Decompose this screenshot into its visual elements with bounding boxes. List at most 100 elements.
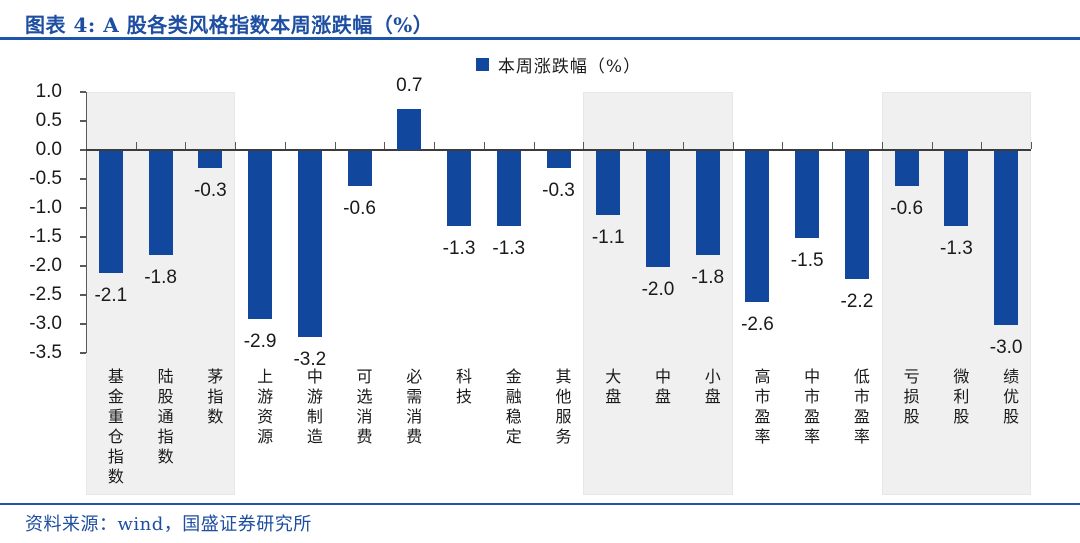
- bar: [546, 151, 571, 169]
- category-axis-tick: [931, 142, 933, 149]
- bar: [148, 151, 173, 256]
- bar-value-label: -1.1: [591, 226, 625, 248]
- category-label: 中盘: [651, 368, 671, 408]
- category-label: 可选消费: [353, 368, 373, 448]
- zero-axis-line: [86, 149, 1031, 151]
- bar-value-label: -2.6: [741, 313, 774, 335]
- bar: [98, 151, 123, 273]
- bar-value-label: -1.8: [144, 267, 177, 289]
- bar-value-label: -1.3: [442, 238, 476, 260]
- y-axis-tick: [80, 207, 86, 209]
- bar: [198, 151, 223, 169]
- bar: [297, 151, 322, 337]
- y-axis-tick-label: -2.0: [29, 255, 62, 276]
- category-label: 金融稳定: [502, 368, 522, 448]
- category-axis-tick: [832, 142, 834, 149]
- category-label: 中市盈率: [801, 368, 821, 448]
- category-label: 科技: [453, 368, 473, 408]
- category-axis-tick: [682, 142, 684, 149]
- category-axis-tick: [782, 142, 784, 149]
- y-axis-tick-label: 1.0: [35, 81, 62, 102]
- bottom-divider: [0, 503, 1080, 505]
- bar: [645, 151, 670, 267]
- y-axis-tick: [80, 323, 86, 325]
- bar-value-label: -0.6: [890, 197, 924, 219]
- bar: [397, 109, 422, 150]
- y-axis-tick-label: -2.5: [29, 284, 62, 305]
- category-axis-tick: [483, 142, 485, 149]
- category-axis-tick: [732, 142, 734, 149]
- y-axis-tick: [80, 352, 86, 354]
- bar: [795, 151, 820, 238]
- category-axis-tick: [235, 142, 237, 149]
- category-axis-tick: [583, 142, 585, 149]
- bar-value-label: 0.7: [396, 75, 423, 97]
- bar-value-label: -1.5: [790, 250, 824, 271]
- bar-value-label: -2.2: [840, 290, 874, 312]
- source-note: 资料来源：wind，国盛证券研究所: [25, 514, 312, 535]
- y-axis-tick: [80, 91, 86, 93]
- category-label: 上游资源: [254, 368, 274, 448]
- y-axis-tick-label: -1.5: [29, 226, 62, 247]
- category-axis-tick: [334, 142, 336, 149]
- category-label: 大盘: [602, 368, 622, 408]
- y-axis-tick: [80, 149, 86, 151]
- bar-value-label: -0.3: [542, 180, 575, 202]
- category-label: 绩优股: [1000, 368, 1020, 428]
- y-axis-tick-label: -0.5: [29, 168, 62, 189]
- category-axis-tick: [533, 142, 535, 149]
- category-label: 陆股通指数: [154, 368, 174, 468]
- top-divider: [0, 37, 1080, 40]
- bar: [248, 151, 273, 320]
- y-axis-tick-label: -3.5: [29, 342, 62, 363]
- bar-value-label: -2.1: [94, 284, 128, 306]
- category-axis-tick: [86, 142, 87, 149]
- legend-label: 本周涨跌幅（%）: [497, 57, 642, 77]
- category-axis-tick: [384, 142, 386, 149]
- category-label: 茅指数: [204, 368, 224, 428]
- category-label: 基金重仓指数: [104, 368, 124, 488]
- bar: [994, 151, 1019, 325]
- category-label: 中游制造: [303, 368, 323, 448]
- y-axis-tick-label: -1.0: [29, 197, 62, 218]
- bar: [745, 151, 770, 302]
- category-label: 必需消费: [403, 368, 423, 448]
- category-label: 其他服务: [552, 368, 572, 448]
- y-axis-tick: [80, 236, 86, 238]
- category-axis-tick: [633, 142, 635, 149]
- category-axis-tick: [135, 142, 137, 149]
- category-label: 高市盈率: [751, 368, 771, 448]
- category-axis-tick: [1031, 142, 1032, 149]
- bar-value-label: -0.3: [193, 180, 227, 202]
- bar: [347, 151, 372, 186]
- bar: [894, 151, 919, 186]
- y-axis-tick: [80, 178, 86, 180]
- category-label: 亏损股: [900, 368, 920, 428]
- bar-value-label: -1.8: [691, 267, 725, 289]
- bar: [844, 151, 869, 279]
- y-axis-tick-label: 0.0: [35, 139, 62, 160]
- bar-value-label: -2.9: [243, 331, 277, 353]
- category-axis-tick: [881, 142, 883, 149]
- bar: [496, 151, 521, 227]
- bar: [695, 151, 720, 256]
- y-axis-line: [86, 92, 87, 353]
- figure-title: 图表 4: A 股各类风格指数本周涨跌幅（%）: [25, 13, 434, 37]
- bar: [944, 151, 969, 227]
- bar-value-label: -3.0: [989, 337, 1023, 358]
- y-axis-tick: [80, 294, 86, 296]
- y-axis-tick-label: 0.5: [35, 110, 62, 131]
- category-label: 低市盈率: [850, 368, 870, 448]
- bar-value-label: -1.3: [492, 238, 526, 260]
- category-axis-tick: [284, 142, 286, 149]
- y-axis-tick: [80, 120, 86, 122]
- bar-value-label: -2.0: [641, 279, 675, 300]
- y-axis-tick: [80, 265, 86, 267]
- y-axis-tick-label: -3.0: [29, 313, 62, 334]
- category-axis-tick: [434, 142, 436, 149]
- category-label: 微利股: [950, 368, 970, 428]
- bar-value-label: -1.3: [940, 238, 973, 260]
- bar: [596, 151, 621, 215]
